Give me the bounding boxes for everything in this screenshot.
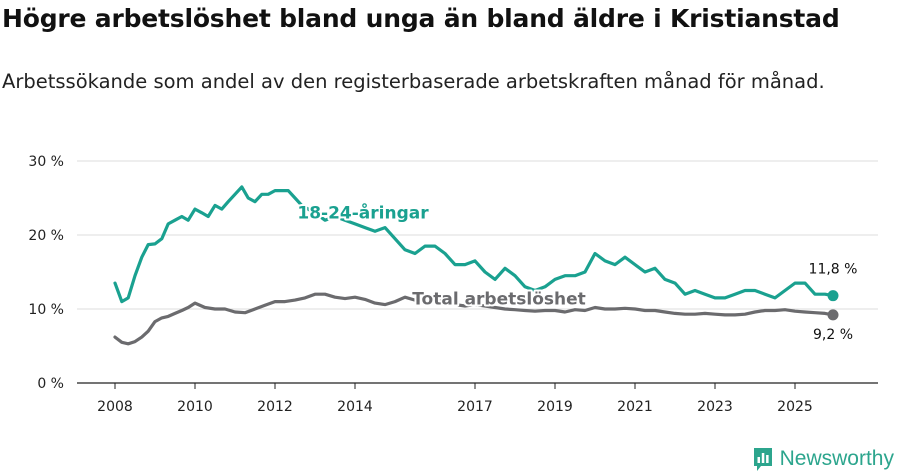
y-tick-label: 20 % <box>28 228 64 244</box>
x-tick-label: 2012 <box>257 399 293 415</box>
chart-subtitle: Arbetssökande som andel av den registerb… <box>2 70 825 93</box>
y-tick-label: 10 % <box>28 302 64 318</box>
end-marker-total <box>827 309 839 321</box>
end-value-label-youth: 11,8 % <box>809 262 858 278</box>
series-label-total: Total arbetslöshet <box>412 290 586 310</box>
y-axis: 0 % 10 % 20 % 30 % <box>28 154 64 392</box>
series-lines <box>113 185 839 346</box>
x-tick-label: 2014 <box>337 399 373 415</box>
brand-name: Newsworthy <box>779 447 894 470</box>
end-marker-youth <box>827 290 839 302</box>
series-line-total <box>113 292 835 346</box>
x-tick-label: 2019 <box>537 399 573 415</box>
x-tick-label: 2008 <box>97 399 133 415</box>
newsworthy-logo-icon <box>753 448 772 471</box>
x-tick-label: 2025 <box>777 399 813 415</box>
x-tick-label: 2010 <box>177 399 213 415</box>
newsworthy-logo: Newsworthy <box>752 446 894 472</box>
gridlines <box>77 160 878 310</box>
y-tick-label: 0 % <box>37 376 64 392</box>
series-label-youth: 18-24-åringar <box>297 202 429 224</box>
x-tick-label: 2021 <box>617 399 653 415</box>
end-value-label-total: 9,2 % <box>813 327 853 343</box>
series-labels: 11,8 % 18-24-åringar 9,2 % Total arbetslösh… <box>295 200 858 343</box>
series-line-youth <box>113 185 835 304</box>
x-tick-label: 2017 <box>457 399 493 415</box>
y-tick-label: 30 % <box>28 154 64 170</box>
x-tick-label: 2023 <box>697 399 733 415</box>
chart-title: Högre arbetslöshet bland unga än bland ä… <box>2 4 840 33</box>
x-axis: 2008 2010 2012 2014 2017 2019 2021 2023 2025 <box>77 382 878 415</box>
